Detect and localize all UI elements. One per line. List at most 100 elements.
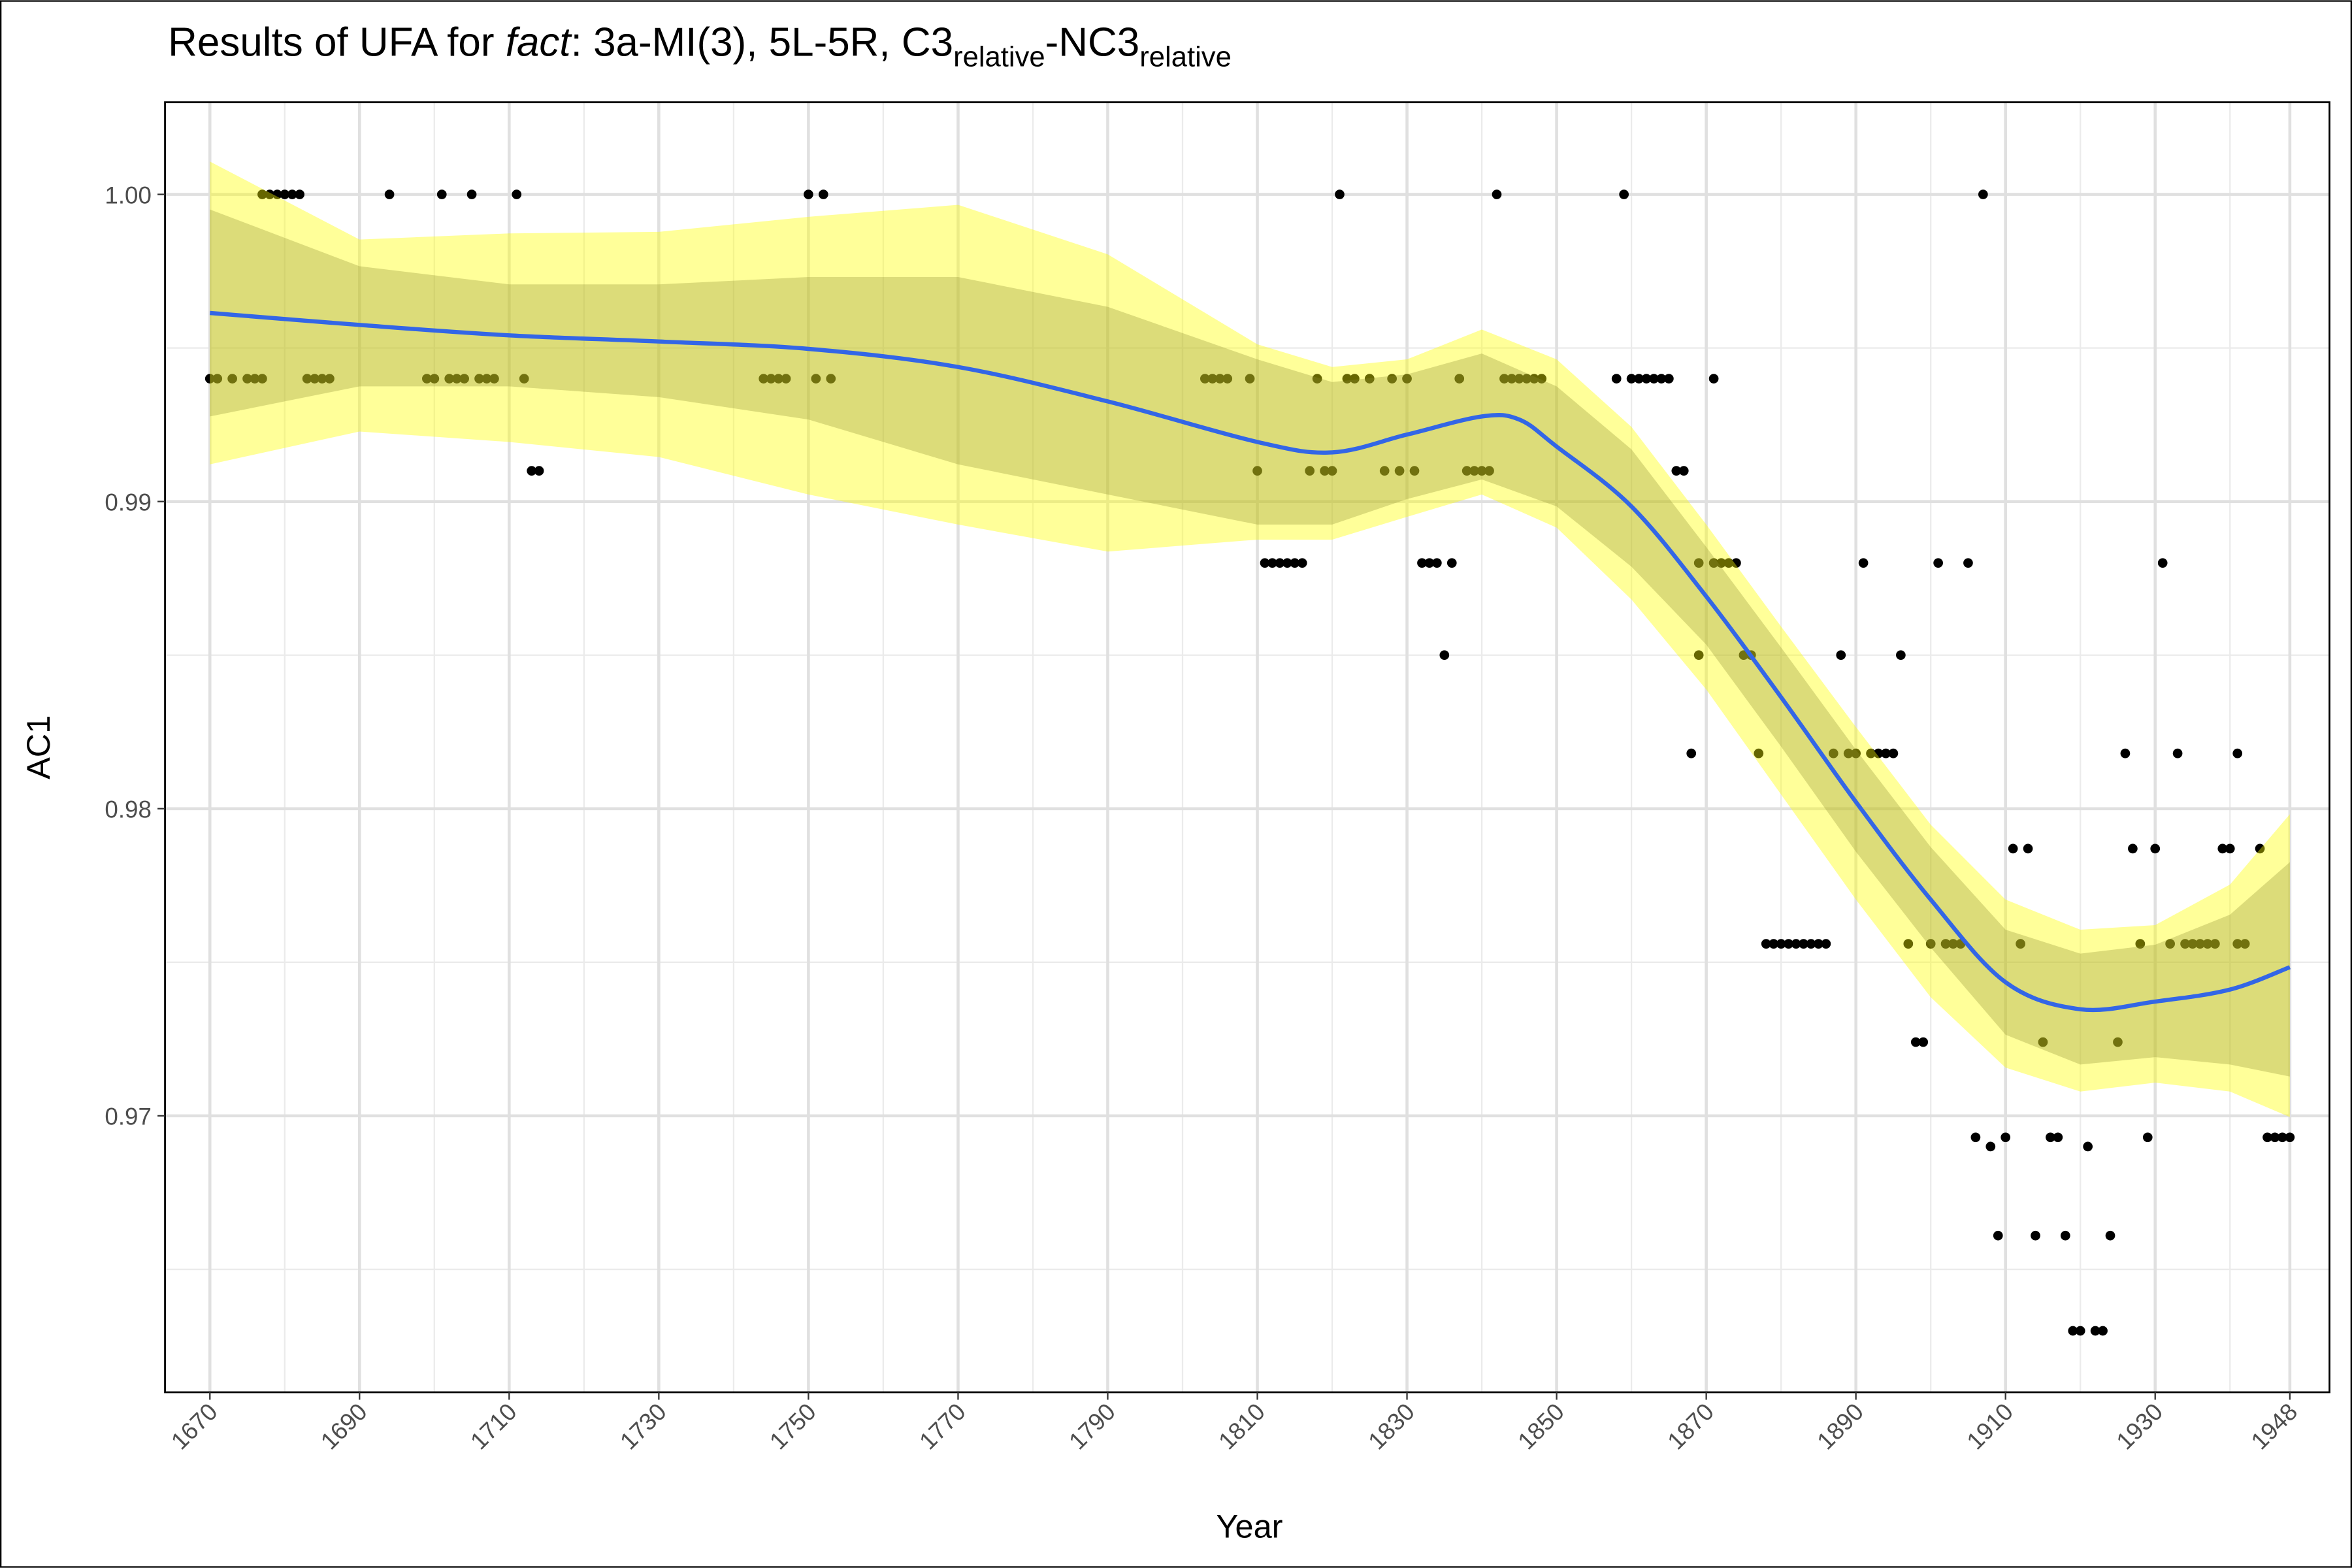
confidence-band [210, 161, 2290, 1117]
point [2150, 843, 2161, 854]
point [781, 374, 791, 384]
point [1693, 558, 1704, 568]
point [1948, 939, 1958, 949]
point [1207, 374, 1218, 384]
point [482, 374, 492, 384]
point [1910, 1037, 1921, 1047]
point [1866, 748, 1876, 759]
smooth-line [210, 310, 2291, 1013]
point [2210, 939, 2220, 949]
point [1215, 374, 1225, 384]
point [489, 374, 499, 384]
point [1424, 558, 1435, 568]
point [227, 374, 237, 384]
point [1828, 748, 1838, 759]
title-part: fact [506, 20, 573, 65]
point [2023, 843, 2033, 854]
point [1888, 748, 1899, 759]
point [1394, 466, 1405, 476]
point [1664, 374, 1674, 384]
point [1522, 374, 1532, 384]
point [1970, 1132, 1981, 1143]
point [1731, 558, 1741, 568]
point [1716, 558, 1726, 568]
point [384, 189, 395, 199]
point [1432, 558, 1442, 568]
point [1918, 1037, 1929, 1047]
point [1477, 466, 1487, 476]
point [1267, 558, 1277, 568]
point [1305, 466, 1315, 476]
point [2001, 1132, 2011, 1143]
title-part: relative [1139, 41, 1232, 73]
point [1469, 466, 1479, 476]
point [2202, 939, 2213, 949]
point [2068, 1326, 2078, 1336]
point [2195, 939, 2205, 949]
point [2016, 939, 2025, 949]
point [1978, 189, 1988, 199]
point [1678, 466, 1689, 476]
point [1335, 189, 1345, 199]
point [1439, 650, 1450, 661]
point [2120, 748, 2131, 759]
point [826, 374, 836, 384]
point [1993, 1230, 2003, 1241]
point [1708, 374, 1719, 384]
point [1320, 466, 1330, 476]
point [1626, 374, 1637, 384]
point [1754, 748, 1764, 759]
point [2232, 939, 2243, 949]
point [1409, 466, 1420, 476]
point [1537, 374, 1547, 384]
point [1963, 558, 1973, 568]
point [1649, 374, 1659, 384]
y-tick-label: 0.97 [105, 1103, 151, 1130]
point [2255, 843, 2265, 854]
point [302, 374, 312, 384]
point [2232, 748, 2243, 759]
point [2225, 843, 2235, 854]
point [1634, 374, 1644, 384]
point [2113, 1037, 2123, 1047]
point [265, 189, 275, 199]
point [2075, 1326, 2085, 1336]
point [2038, 1037, 2048, 1047]
point [2187, 939, 2198, 949]
point [1379, 466, 1390, 476]
point [257, 189, 267, 199]
point [1708, 558, 1719, 568]
y-axis-title: AC1 [20, 715, 57, 779]
point [2031, 1230, 2040, 1241]
point [2172, 748, 2183, 759]
point [1297, 558, 1307, 568]
confidence-band [210, 209, 2290, 1077]
point [2240, 939, 2250, 949]
point [474, 374, 484, 384]
panel-border [164, 101, 2330, 1394]
y-tick-label: 0.98 [105, 796, 151, 823]
lines [210, 310, 2291, 1013]
point [811, 374, 821, 384]
point [272, 189, 282, 199]
point [310, 374, 319, 384]
point [766, 374, 776, 384]
point [804, 189, 813, 199]
x-axis-title: Year [1216, 1508, 1282, 1545]
point [242, 374, 252, 384]
point [295, 189, 305, 199]
point [1484, 466, 1494, 476]
point [325, 374, 335, 384]
point [1364, 374, 1375, 384]
point [1881, 748, 1891, 759]
point [2083, 1141, 2093, 1152]
point [459, 374, 469, 384]
point [2157, 558, 2168, 568]
point [1529, 374, 1539, 384]
point [2098, 1326, 2108, 1336]
point [1492, 189, 1502, 199]
y-tick-label: 0.99 [105, 489, 151, 515]
point [818, 189, 828, 199]
point [1784, 939, 1793, 949]
